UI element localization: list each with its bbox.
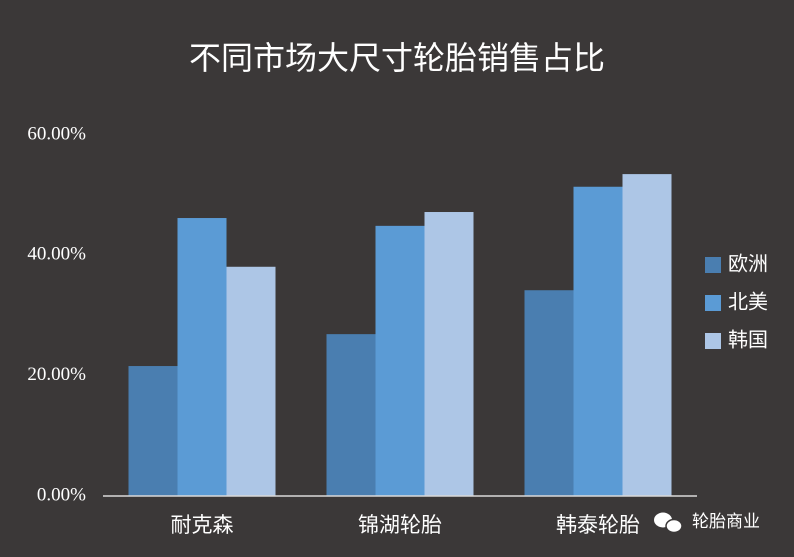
x-tick-label: 韩泰轮胎 <box>556 513 640 537</box>
x-tick-label: 锦湖轮胎 <box>358 513 442 537</box>
legend-label: 欧洲 <box>728 252 768 276</box>
y-tick-label: 0.00% <box>37 484 86 505</box>
y-tick-label: 60.00% <box>27 123 86 144</box>
legend-label: 韩国 <box>728 328 768 352</box>
legend-swatch <box>705 333 721 349</box>
bar <box>424 212 474 496</box>
bar <box>128 366 178 496</box>
bar <box>622 174 672 496</box>
legend-swatch <box>705 257 721 273</box>
chart-title: 不同市场大尺寸轮胎销售占比 <box>189 39 605 77</box>
y-tick-label: 20.00% <box>27 364 86 385</box>
x-tick-label: 耐克森 <box>171 513 234 537</box>
bar <box>326 334 376 496</box>
bar <box>375 225 425 496</box>
bar <box>524 290 574 496</box>
y-tick-label: 40.00% <box>27 244 86 265</box>
watermark: 轮胎商业 <box>692 512 760 532</box>
legend-label: 北美 <box>728 290 768 314</box>
watermark-icon <box>654 512 683 534</box>
bar <box>573 186 623 496</box>
bar <box>226 266 276 496</box>
legend-swatch <box>705 295 721 311</box>
bar <box>177 218 227 496</box>
